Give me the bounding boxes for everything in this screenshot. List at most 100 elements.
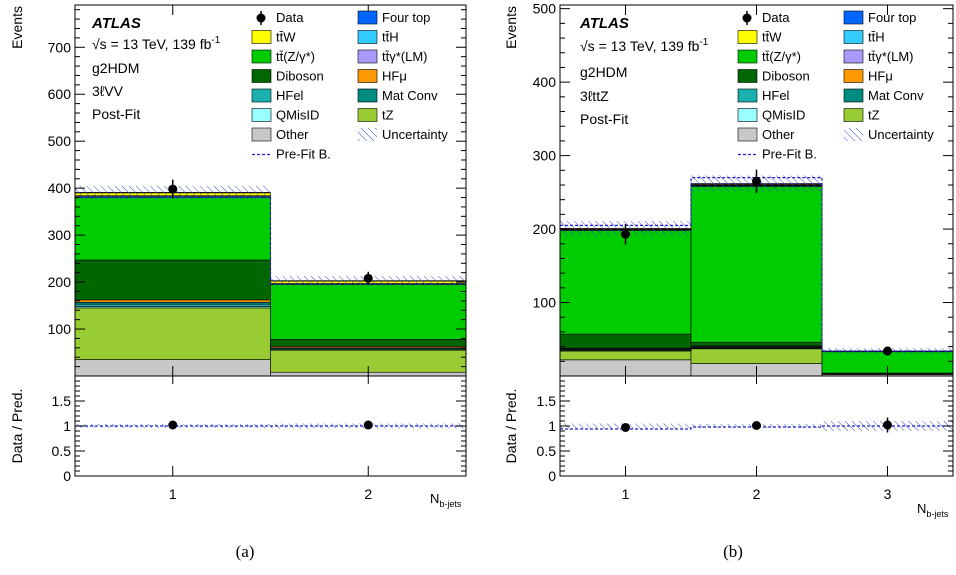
pb-legend-right-4-swatch	[843, 69, 864, 83]
panel-b-y-ticks: 100 200 300 400 500	[533, 1, 953, 362]
pa-ratio-ytick-label-0: 0	[63, 468, 71, 484]
panel-b-stack	[559, 183, 954, 377]
pa-ratio-ytick-label-1: 1	[63, 418, 71, 434]
panel-a-data-points	[168, 179, 373, 285]
pa-ratio-point-bin-1	[168, 420, 178, 430]
panel-b-ratio-y-axis-label: Data / Pred.	[503, 389, 519, 464]
panel-a-ratio-y-axis-label: Data / Pred.	[9, 389, 25, 464]
panel-a-atlas-label: ATLAS	[91, 15, 141, 32]
pa-ytick-label-500: 500	[48, 133, 72, 149]
pb-legend-left-2-label: tt̄W	[762, 30, 782, 45]
pa-legend-left-5-label: HFel	[276, 88, 304, 103]
pb-legend-left-2-swatch	[737, 30, 758, 44]
panel-b-energy-label: √s = 13 TeV, 139 fb-1	[580, 37, 709, 54]
pb-xtick-label-1: 1	[622, 486, 630, 502]
pa-legend-left-7-swatch	[251, 127, 272, 142]
panel-a-energy-label: √s = 13 TeV, 139 fb-1	[92, 35, 221, 52]
panel-a-main-plot: 100 200 300 400 500 600 700 Events ATLAS √s = …	[9, 4, 467, 377]
pa-legend-right-2-swatch	[357, 30, 378, 44]
pa-ratio-ytick-label-0.5: 0.5	[52, 443, 72, 459]
pb-ytick-label-300: 300	[533, 148, 557, 164]
pb-legend-right-7-label: Uncertainty	[868, 127, 934, 142]
panel-a-ratio-y-ticks: 0 0.5 1 1.5	[52, 380, 466, 484]
pb-legend-left-3-swatch	[737, 49, 758, 64]
panel-a-legend: Data tt̄W tt̄(Z/γ*) Diboson HFel QMisID Other P…	[251, 10, 448, 162]
pb-ratio-point-bin-3	[883, 420, 892, 430]
pb-legend-left-4-swatch	[737, 69, 758, 83]
panel-b-caption: (b)	[723, 542, 743, 561]
panel-b-atlas-label: ATLAS	[579, 15, 629, 32]
pb-legend-right-3-label: tt̄γ*(LM)	[868, 49, 914, 64]
panel-b-fit-label: Post-Fit	[580, 111, 628, 127]
pb-data-point-bin-2	[752, 176, 761, 186]
pb-ratio-point-bin-2	[752, 421, 761, 430]
panel-b-y-axis-label: Events	[503, 6, 519, 49]
pa-legend-right-6-label: tZ	[382, 108, 394, 123]
pa-legend-left-6-swatch	[251, 108, 272, 122]
pa-legend-right-7-swatch	[358, 128, 377, 141]
pb-legend-right-4-label: HFμ	[868, 69, 893, 84]
pa-ytick-label-600: 600	[48, 86, 72, 102]
pa-ytick-label-200: 200	[48, 274, 72, 290]
pb-ytick-label-400: 400	[533, 74, 557, 90]
pa-legend-right-5-swatch	[357, 88, 378, 103]
pb-legend-left-8-label: Pre-Fit B.	[762, 147, 817, 162]
pa-ytick-label-400: 400	[48, 180, 72, 196]
pb-legend-right-1-label: Four top	[868, 10, 916, 25]
pb-stack-tz-bin-2	[690, 348, 823, 364]
pa-ratio-ytick-label-1.5: 1.5	[52, 393, 72, 409]
pb-legend-right-6-label: tZ	[868, 108, 880, 123]
pa-data-point-bin-2	[363, 273, 373, 283]
panel-a-region-label: 3ℓVV	[92, 83, 124, 99]
pa-legend-right-4-swatch	[357, 69, 378, 83]
pa-ytick-label-700: 700	[48, 39, 72, 55]
pb-stack-ttz-bin-1	[559, 230, 692, 335]
pb-legend-left-5-swatch	[737, 88, 758, 103]
pb-legend-right-5-swatch	[843, 88, 864, 103]
pb-xtick-label-3: 3	[884, 486, 892, 502]
pb-stack-ttz-bin-2	[690, 186, 823, 343]
pb-legend-left-6-label: QMisID	[762, 108, 805, 123]
pa-xtick-label-2: 2	[364, 486, 372, 502]
pb-data-point-bin-1	[621, 229, 630, 239]
pb-legend-right-7-swatch	[844, 128, 863, 141]
pa-legend-right-6-swatch	[357, 108, 378, 122]
panel-b-ratio-plot: 0 0.5 1 1.5 1 2 3 Data / Pred. Nb-jets	[503, 375, 954, 519]
pa-legend-left-7-label: Other	[276, 127, 309, 142]
pb-legend-right-2-swatch	[843, 30, 864, 44]
pa-legend-right-3-label: tt̄γ*(LM)	[382, 49, 428, 64]
pa-stack-hfel-bin-1	[74, 303, 271, 307]
pa-stack-diboson-bin-2	[270, 339, 467, 347]
pa-legend-left-3-swatch	[251, 49, 272, 64]
panel-b-x-axis-label: Nb-jets	[917, 501, 949, 519]
panel-a: 100 200 300 400 500 600 700 Events ATLAS √s = …	[9, 4, 467, 561]
pb-stack-diboson-bin-1	[559, 333, 692, 349]
pb-legend-left-6-swatch	[737, 108, 758, 122]
pa-legend-left-2-label: tt̄W	[276, 30, 296, 45]
pa-legend-left-8-label: Pre-Fit B.	[276, 147, 331, 162]
panel-a-x-axis-label: Nb-jets	[430, 491, 462, 509]
pb-legend-right-1-swatch	[843, 10, 864, 25]
pa-legend-right-2-label: tt̄H	[382, 30, 399, 45]
pb-ratio-ytick-label-0.5: 0.5	[537, 443, 557, 459]
pb-legend-left-5-label: HFel	[762, 88, 790, 103]
pa-stack-ttz-bin-2	[270, 284, 467, 340]
pb-xtick-label-2: 2	[753, 486, 761, 502]
panel-a-y-axis-label: Events	[9, 6, 25, 49]
panel-a-fit-label: Post-Fit	[92, 106, 140, 122]
pb-legend-left-1-label: Data	[762, 10, 790, 25]
panel-a-y-ticks: 100 200 300 400 500 600 700	[48, 9, 466, 368]
pb-stack-diboson-bin-2	[690, 341, 823, 347]
pa-legend-left-6-label: QMisID	[276, 108, 319, 123]
pa-legend-left-2-swatch	[251, 30, 272, 44]
pa-legend-left-3-label: tt̄(Z/γ*)	[276, 49, 315, 64]
panel-b-main-plot: 100 200 300 400 500 Events ATLAS √s = 13 TeV…	[503, 1, 954, 377]
panel-b-ratio-points	[621, 417, 892, 433]
pa-ratio-point-bin-2	[363, 420, 373, 430]
pa-legend-left-4-swatch	[251, 69, 272, 83]
panel-b-ratio-y-ticks: 0 0.5 1 1.5	[537, 380, 953, 484]
pb-ratio-point-bin-1	[621, 423, 630, 432]
